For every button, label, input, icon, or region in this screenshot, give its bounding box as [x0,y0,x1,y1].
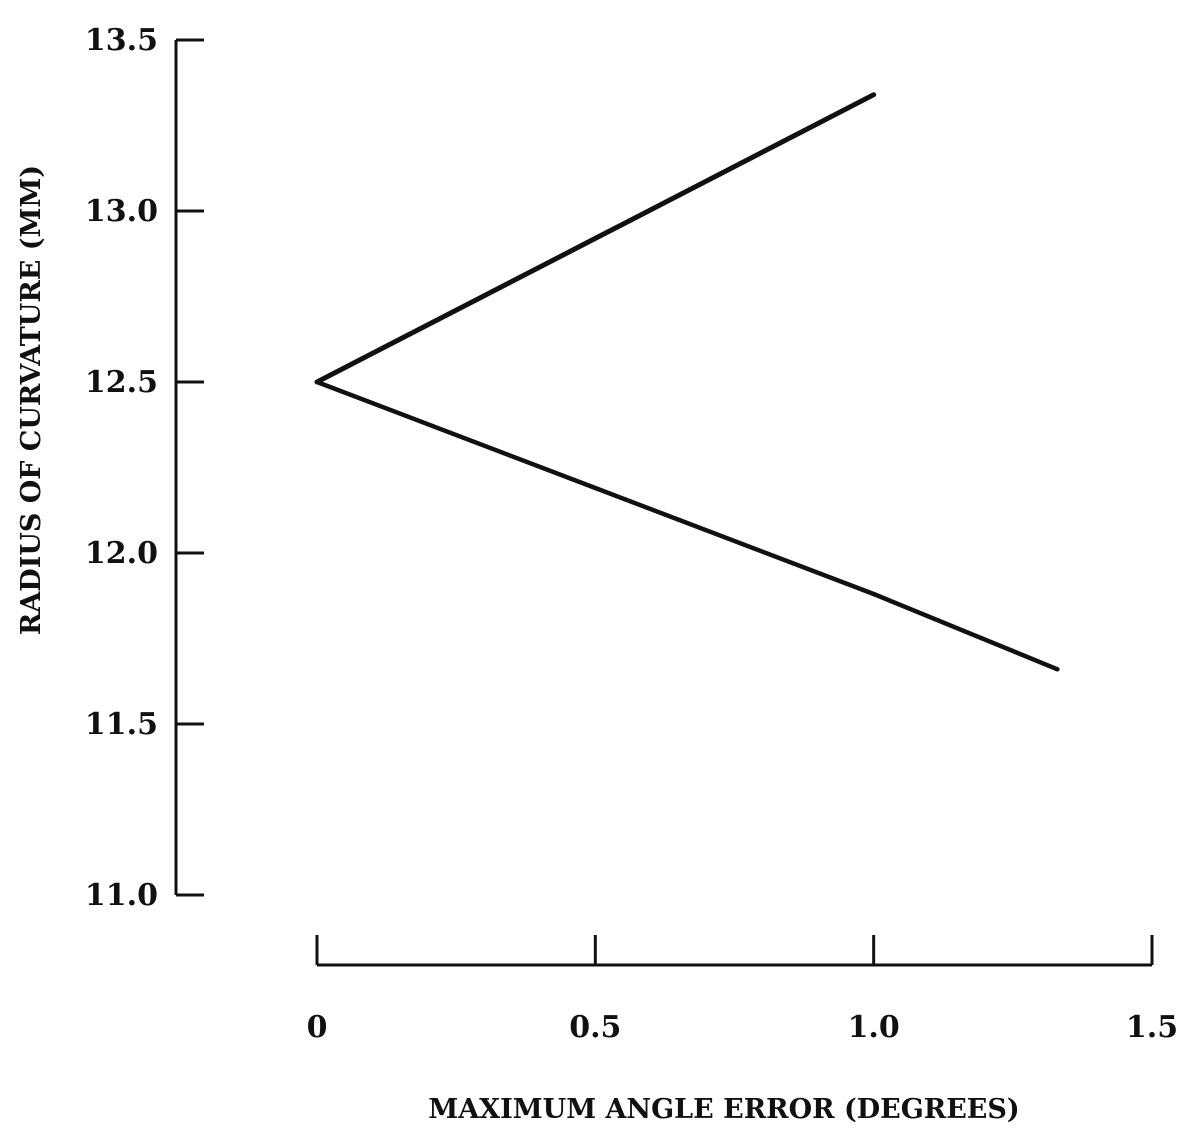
x-tick-label: 1.0 [848,1010,900,1045]
x-axis: 0 0.5 1.0 1.5 [307,935,1177,1045]
x-tick-label: 0.5 [569,1010,621,1045]
y-tick-label: 12.0 [85,536,158,571]
series-line-1 [314,92,877,385]
x-tick-label: 0 [307,1010,328,1045]
x-axis-title: MAXIMUM ANGLE ERROR (DEGREES) [428,1094,1019,1125]
series-line-2 [314,379,1060,672]
y-tick-label: 12.5 [85,365,158,400]
y-axis: 11.0 11.5 12.0 12.5 13.0 13.5 [85,23,204,913]
y-tick-label: 13.0 [85,194,158,229]
plot-lines [314,92,1060,672]
y-tick-label: 11.5 [85,707,158,742]
x-tick-label: 1.5 [1126,1010,1177,1045]
y-tick-label: 13.5 [85,23,158,58]
y-axis-title: RADIUS OF CURVATURE (MM) [16,165,47,635]
y-tick-label: 11.0 [85,878,158,913]
